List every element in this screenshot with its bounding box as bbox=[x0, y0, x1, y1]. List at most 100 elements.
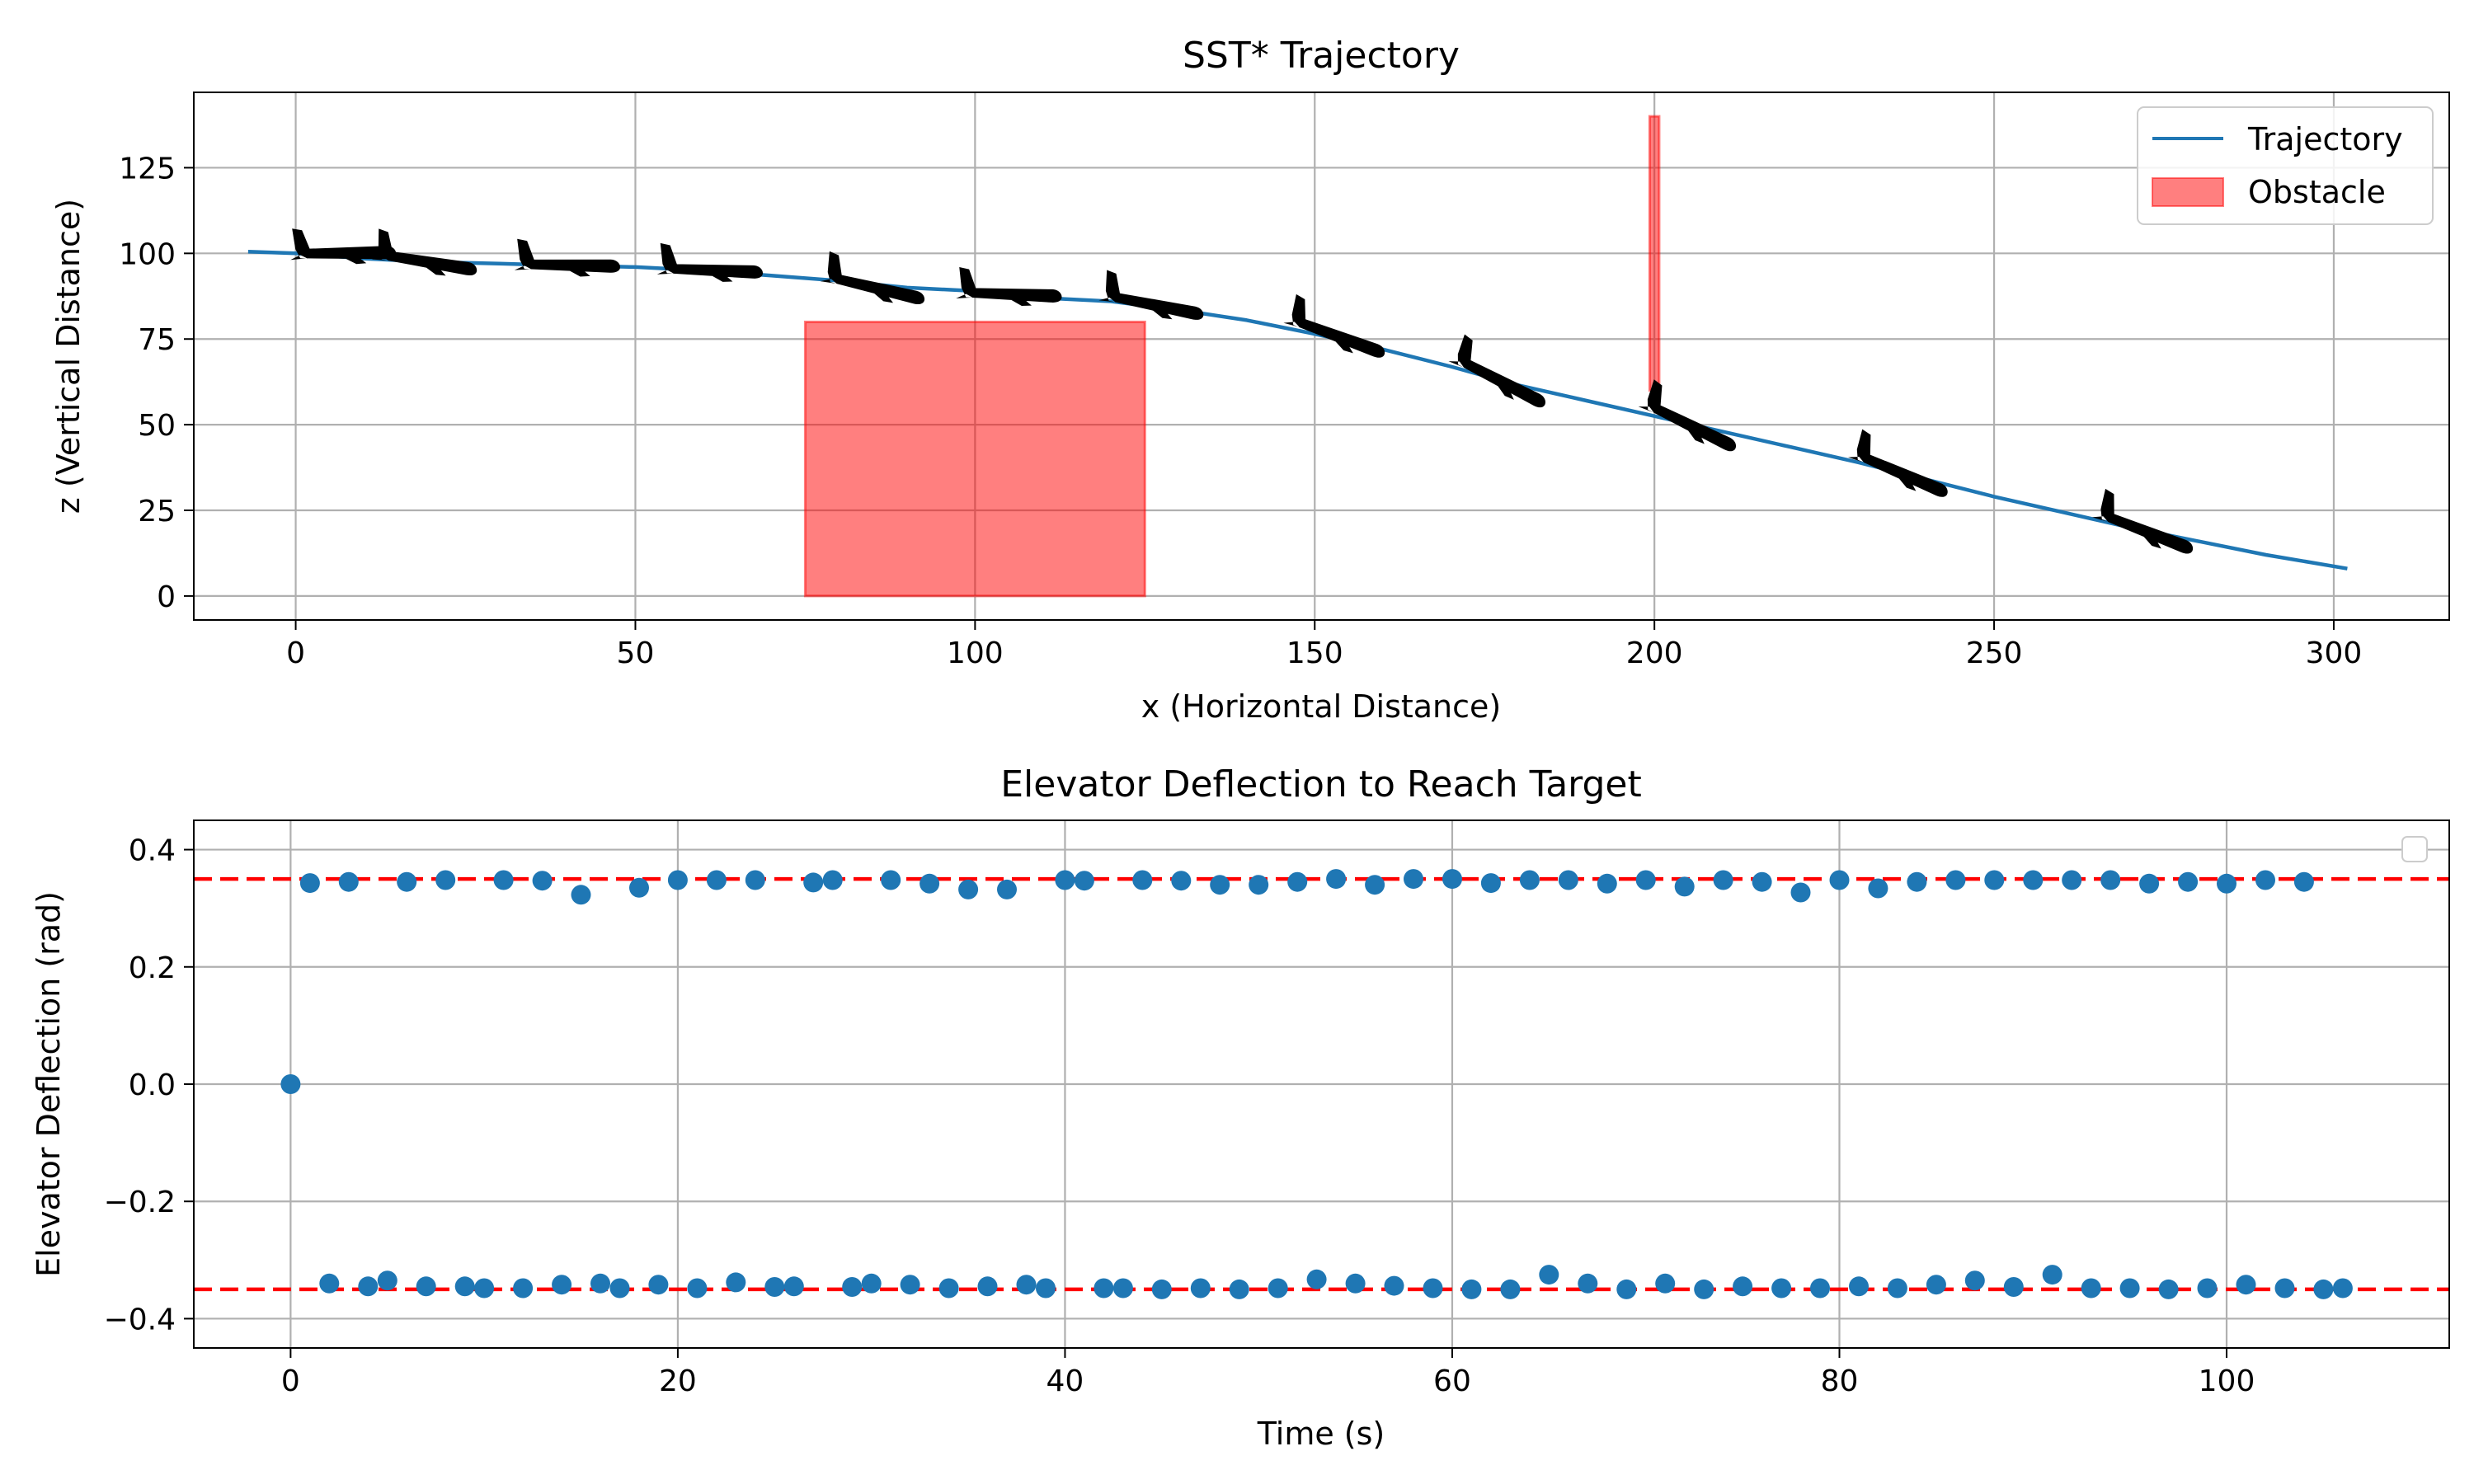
deflection-point bbox=[1945, 870, 1966, 890]
trajectory-y-tick-label: 75 bbox=[138, 323, 176, 357]
trajectory-legend: Trajectory Obstacle bbox=[2137, 106, 2434, 225]
trajectory-y-tick-label: 125 bbox=[119, 152, 176, 186]
deflection-x-axis-label: Time (s) bbox=[1257, 1416, 1385, 1452]
trajectory-x-axis-label: x (Horizontal Distance) bbox=[1141, 688, 1501, 725]
deflection-point bbox=[764, 1277, 785, 1297]
deflection-x-tick-label: 100 bbox=[2199, 1364, 2255, 1398]
deflection-point bbox=[1655, 1273, 1676, 1294]
trajectory-x-tick-label: 50 bbox=[617, 636, 655, 670]
deflection-point bbox=[1578, 1273, 1598, 1294]
deflection-point bbox=[1635, 870, 1656, 890]
deflection-point bbox=[1694, 1279, 1714, 1299]
deflection-point bbox=[726, 1272, 746, 1293]
deflection-y-tick-label: −0.4 bbox=[104, 1303, 176, 1336]
empty-legend-box bbox=[2401, 836, 2428, 862]
deflection-point bbox=[1713, 870, 1733, 890]
aircraft-icon bbox=[1098, 270, 1204, 320]
aircraft-icon bbox=[820, 251, 925, 305]
deflection-point bbox=[667, 870, 688, 890]
deflection-point bbox=[1771, 1278, 1792, 1298]
deflection-point bbox=[319, 1273, 340, 1294]
deflection-point bbox=[861, 1273, 882, 1294]
deflection-point bbox=[1094, 1278, 1114, 1298]
deflection-point bbox=[1326, 869, 1347, 890]
deflection-title: Elevator Deflection to Reach Target bbox=[1000, 763, 1642, 805]
deflection-point bbox=[358, 1276, 379, 1297]
deflection-point bbox=[822, 870, 843, 890]
deflection-point bbox=[2178, 871, 2199, 892]
deflection-x-tick-label: 80 bbox=[1821, 1364, 1859, 1398]
deflection-point bbox=[997, 879, 1017, 899]
deflection-point bbox=[1016, 1275, 1037, 1295]
deflection-point bbox=[881, 870, 901, 890]
trajectory-y-tick-label: 25 bbox=[138, 495, 176, 528]
deflection-point bbox=[474, 1278, 495, 1298]
deflection-point bbox=[1907, 871, 1927, 892]
deflection-grid bbox=[194, 820, 2449, 1348]
deflection-x-tick-label: 60 bbox=[1433, 1364, 1471, 1398]
deflection-point bbox=[1461, 1279, 1482, 1299]
deflection-point bbox=[1616, 1279, 1637, 1299]
deflection-x-tick-label: 20 bbox=[659, 1364, 697, 1398]
obstacle-layer bbox=[803, 115, 1661, 598]
deflection-point bbox=[1887, 1278, 1907, 1298]
deflection-point bbox=[2062, 870, 2082, 890]
deflection-point bbox=[2236, 1275, 2256, 1295]
deflection-point bbox=[2293, 871, 2314, 892]
trajectory-y-tick-label: 0 bbox=[157, 580, 176, 614]
deflection-point bbox=[2139, 873, 2160, 894]
deflection-point bbox=[2003, 1277, 2024, 1297]
deflection-point bbox=[1964, 1270, 1985, 1291]
deflection-point bbox=[1287, 871, 1308, 892]
aircraft-icon bbox=[656, 242, 764, 282]
deflection-point bbox=[1442, 869, 1462, 890]
deflection-point bbox=[493, 870, 514, 890]
deflection-point bbox=[1384, 1275, 1404, 1296]
deflection-point bbox=[1112, 1278, 1133, 1298]
deflection-point bbox=[590, 1273, 610, 1294]
deflection-point bbox=[900, 1275, 920, 1295]
deflection-point bbox=[2313, 1279, 2334, 1299]
deflection-points bbox=[280, 869, 2353, 1299]
deflection-y-tick-label: 0.4 bbox=[129, 834, 176, 868]
deflection-point bbox=[1074, 871, 1094, 891]
deflection-point bbox=[2274, 1278, 2295, 1298]
deflection-ticks: 0 20 40 60 80 100 −0.4 −0.2 0.0 0.2 0.4 bbox=[104, 834, 2255, 1398]
deflection-point bbox=[1500, 1279, 1521, 1299]
deflection-point bbox=[1249, 875, 1269, 895]
deflection-y-tick-label: −0.2 bbox=[104, 1186, 176, 1219]
aircraft-icon bbox=[290, 228, 397, 265]
deflection-point bbox=[1151, 1279, 1172, 1299]
trajectory-x-tick-label: 0 bbox=[286, 636, 305, 670]
deflection-point bbox=[938, 1278, 959, 1298]
deflection-point bbox=[648, 1275, 669, 1295]
deflection-point bbox=[338, 871, 359, 892]
deflection-point bbox=[1190, 1278, 1211, 1298]
deflection-point bbox=[416, 1276, 436, 1297]
deflection-point bbox=[920, 873, 940, 894]
deflection-point bbox=[2217, 873, 2236, 894]
aircraft-icon bbox=[371, 228, 477, 276]
trajectory-x-tick-label: 150 bbox=[1286, 636, 1343, 670]
obstacle-rect bbox=[1648, 115, 1661, 392]
deflection-point bbox=[2042, 1265, 2062, 1285]
deflection-point bbox=[1036, 1278, 1056, 1298]
trajectory-plot: 0 50 100 150 200 250 300 0 25 50 75 100 125 SST* Tra… bbox=[50, 35, 2450, 725]
deflection-y-tick-label: 0.0 bbox=[129, 1068, 176, 1102]
deflection-point bbox=[2119, 1278, 2140, 1298]
deflection-point bbox=[454, 1276, 475, 1297]
trajectory-grid bbox=[194, 92, 2449, 620]
deflection-point bbox=[1674, 876, 1695, 897]
deflection-point bbox=[958, 879, 979, 899]
deflection-y-axis-label: Elevator Deflection (rad) bbox=[31, 891, 67, 1277]
deflection-point bbox=[706, 870, 727, 890]
legend-obstacle-label: Obstacle bbox=[2248, 174, 2386, 210]
deflection-point bbox=[2332, 1278, 2353, 1298]
trajectory-x-tick-label: 250 bbox=[1966, 636, 2023, 670]
trajectory-y-axis-label: z (Vertical Distance) bbox=[50, 199, 87, 514]
deflection-point bbox=[532, 871, 553, 891]
aircraft-icon bbox=[1638, 379, 1737, 452]
deflection-point bbox=[1558, 870, 1578, 890]
legend-obstacle-swatch bbox=[2152, 177, 2224, 207]
deflection-point bbox=[1849, 1276, 1869, 1297]
